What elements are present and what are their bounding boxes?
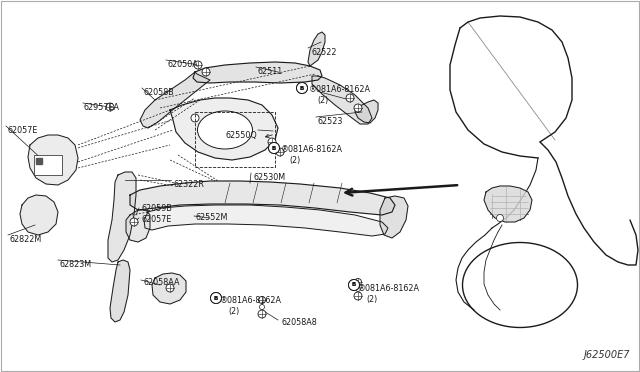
Text: B: B	[272, 145, 276, 151]
Polygon shape	[28, 135, 78, 185]
Circle shape	[268, 138, 276, 146]
Text: (2): (2)	[289, 156, 300, 165]
Text: 62322R: 62322R	[173, 180, 204, 189]
Text: 62530M: 62530M	[253, 173, 285, 182]
Polygon shape	[308, 32, 325, 66]
Text: 62957EA: 62957EA	[83, 103, 119, 112]
Text: 62552M: 62552M	[196, 213, 228, 222]
Bar	[34, 155, 62, 175]
Text: 62058AA: 62058AA	[143, 278, 179, 287]
Circle shape	[346, 94, 354, 102]
Circle shape	[296, 83, 307, 93]
Text: B: B	[214, 295, 218, 301]
Circle shape	[130, 218, 138, 226]
Circle shape	[166, 284, 174, 292]
Text: J62500E7: J62500E7	[584, 350, 630, 360]
Text: ®081A6-8162A: ®081A6-8162A	[358, 284, 420, 293]
Text: (2): (2)	[317, 96, 328, 105]
Text: 62059B: 62059B	[141, 204, 172, 213]
Text: 62057E: 62057E	[8, 126, 38, 135]
Text: ®081A6-8162A: ®081A6-8162A	[220, 296, 282, 305]
Text: ®081A6-8162A: ®081A6-8162A	[281, 145, 343, 154]
Circle shape	[296, 83, 307, 93]
Text: 62058A8: 62058A8	[282, 318, 317, 327]
Circle shape	[276, 148, 284, 156]
Circle shape	[355, 286, 360, 292]
Text: 62523: 62523	[318, 117, 344, 126]
Circle shape	[211, 292, 221, 304]
Text: B: B	[352, 282, 356, 288]
Polygon shape	[140, 72, 210, 128]
Polygon shape	[152, 273, 186, 304]
Text: B: B	[300, 86, 304, 90]
Polygon shape	[484, 186, 532, 222]
Polygon shape	[108, 172, 136, 262]
Polygon shape	[170, 98, 278, 160]
Text: 62511: 62511	[258, 67, 284, 76]
Circle shape	[354, 292, 362, 300]
Polygon shape	[312, 76, 372, 124]
Text: 62822M: 62822M	[10, 235, 42, 244]
Text: 62522: 62522	[311, 48, 337, 57]
Circle shape	[211, 292, 221, 304]
Circle shape	[259, 296, 266, 304]
Text: (2): (2)	[366, 295, 377, 304]
Circle shape	[202, 68, 210, 76]
Circle shape	[258, 310, 266, 318]
Circle shape	[349, 279, 360, 291]
Polygon shape	[355, 100, 378, 123]
Circle shape	[194, 61, 202, 69]
Polygon shape	[110, 260, 130, 322]
Text: B: B	[272, 145, 276, 151]
Text: 62050A: 62050A	[168, 60, 199, 69]
Polygon shape	[20, 195, 58, 235]
Polygon shape	[380, 196, 408, 238]
Polygon shape	[36, 158, 42, 164]
Text: B: B	[214, 295, 218, 301]
Text: 62058B: 62058B	[144, 88, 175, 97]
Polygon shape	[144, 205, 388, 236]
Text: ®081A6-8162A: ®081A6-8162A	[309, 85, 371, 94]
Text: 62057E: 62057E	[141, 215, 172, 224]
Polygon shape	[130, 181, 395, 215]
Text: B: B	[352, 282, 356, 288]
Text: 62550Q: 62550Q	[225, 131, 257, 140]
Circle shape	[259, 305, 264, 310]
Polygon shape	[126, 210, 150, 242]
Circle shape	[355, 279, 362, 285]
Circle shape	[354, 104, 362, 112]
Circle shape	[106, 103, 114, 111]
Circle shape	[269, 142, 280, 154]
Ellipse shape	[198, 111, 253, 149]
Polygon shape	[193, 62, 322, 83]
Text: B: B	[300, 86, 304, 90]
Text: 62823M: 62823M	[60, 260, 92, 269]
Circle shape	[191, 114, 199, 122]
Circle shape	[349, 279, 360, 291]
Circle shape	[269, 142, 280, 154]
Text: (2): (2)	[228, 307, 239, 316]
Circle shape	[497, 215, 504, 221]
